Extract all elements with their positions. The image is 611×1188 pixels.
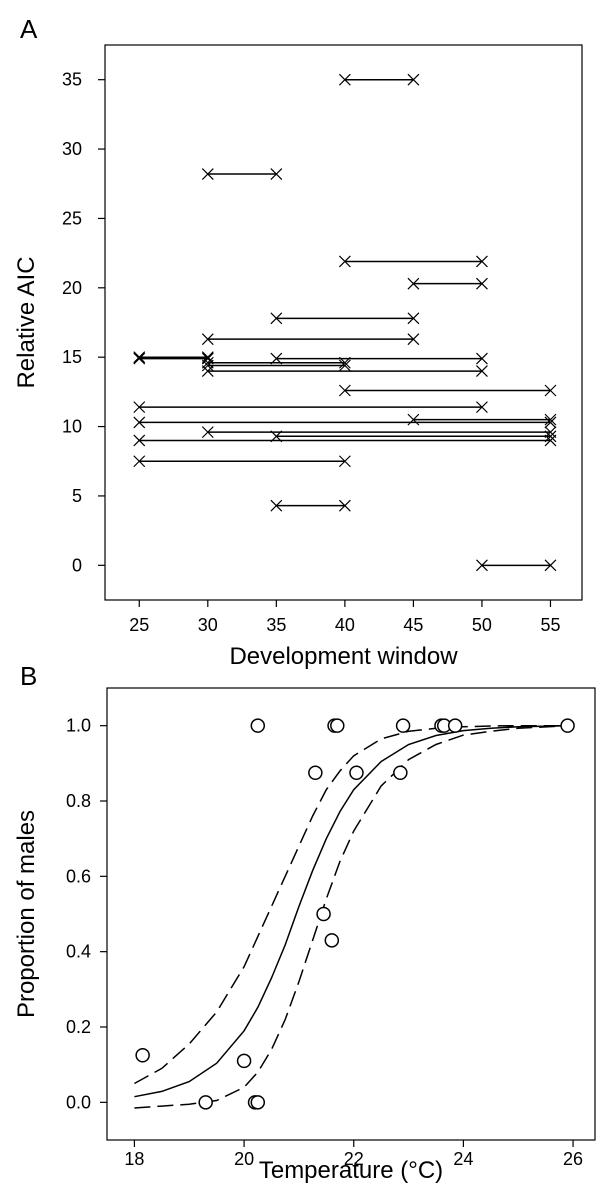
x-tick-label: 40 bbox=[335, 615, 355, 635]
x-axis-title: Temperature (°C) bbox=[259, 1157, 443, 1184]
window-endpoint-marker bbox=[544, 434, 557, 447]
window-endpoint-marker bbox=[338, 255, 351, 268]
x-tick-label: 30 bbox=[198, 615, 218, 635]
data-point bbox=[250, 718, 266, 733]
y-tick-label: 30 bbox=[62, 139, 82, 159]
window-endpoint-marker bbox=[201, 356, 214, 369]
chart-a: 25 30 35 40 45 50 55 0 5 10 15 20 25 30 35 Development … bbox=[13, 44, 583, 670]
plot-frame bbox=[104, 44, 583, 601]
data-point bbox=[135, 1048, 150, 1063]
chart-b: 18 20 22 24 26 0.0 0.2 0.4 0.6 0.8 1.0 Temperature … bbox=[13, 687, 596, 1184]
data-point bbox=[447, 718, 463, 733]
y-tick-label: 15 bbox=[62, 347, 82, 367]
window-endpoint-marker bbox=[476, 352, 488, 365]
window-endpoint-marker bbox=[201, 333, 214, 346]
x-tick-label: 18 bbox=[124, 1149, 144, 1169]
y-axis-title: Proportion of males bbox=[13, 810, 40, 1018]
panel-b-label: B bbox=[20, 661, 37, 691]
data-point bbox=[349, 765, 364, 780]
window-endpoint-marker bbox=[133, 352, 146, 365]
window-endpoint-marker bbox=[338, 384, 351, 397]
window-endpoint-marker bbox=[270, 168, 283, 180]
x-tick-label: 20 bbox=[234, 1149, 254, 1169]
window-endpoint-marker bbox=[544, 559, 557, 572]
y-tick-label: 5 bbox=[72, 486, 82, 506]
window-endpoint-marker bbox=[270, 312, 283, 325]
window-endpoint-marker bbox=[133, 434, 146, 447]
x-tick-label: 25 bbox=[129, 615, 149, 635]
data-point bbox=[330, 718, 345, 733]
x-tick-label: 22 bbox=[344, 1149, 364, 1169]
y-tick-label: 0.2 bbox=[66, 1017, 91, 1037]
y-tick-label: 1.0 bbox=[66, 716, 91, 736]
plot-frame bbox=[106, 687, 596, 1141]
x-tick-label: 26 bbox=[563, 1149, 583, 1169]
window-endpoint-marker bbox=[407, 277, 420, 290]
window-endpoint-marker bbox=[544, 416, 557, 429]
window-endpoint-marker bbox=[338, 359, 351, 372]
y-tick-label: 0.6 bbox=[66, 866, 91, 886]
window-endpoint-marker bbox=[544, 413, 557, 426]
window-endpoint-marker bbox=[133, 351, 146, 364]
window-endpoint-marker bbox=[201, 168, 214, 180]
window-endpoint-marker bbox=[476, 401, 488, 414]
y-tick-label: 20 bbox=[62, 278, 82, 298]
data-point bbox=[308, 765, 323, 780]
window-endpoint-marker bbox=[338, 73, 351, 86]
window-endpoint-marker bbox=[201, 351, 214, 364]
data-point bbox=[316, 906, 331, 922]
window-endpoint-marker bbox=[201, 426, 214, 439]
y-axis-title: Relative AIC bbox=[13, 256, 40, 388]
x-tick-label: 55 bbox=[540, 615, 560, 635]
data-point bbox=[393, 765, 408, 780]
window-endpoint-marker bbox=[407, 333, 420, 346]
y-tick-label: 0.4 bbox=[66, 942, 91, 962]
data-point bbox=[250, 1095, 266, 1110]
window-endpoint-marker bbox=[133, 416, 146, 429]
window-endpoint-marker bbox=[201, 365, 214, 377]
window-endpoint-marker bbox=[133, 455, 146, 468]
x-tick-label: 35 bbox=[266, 615, 286, 635]
window-endpoint-marker bbox=[201, 359, 214, 372]
window-endpoint-marker bbox=[270, 499, 283, 512]
x-tick-label: 24 bbox=[453, 1149, 473, 1169]
data-point bbox=[560, 718, 575, 733]
lower-confidence-curve bbox=[134, 724, 568, 1109]
y-tick-label: 0.0 bbox=[66, 1092, 91, 1112]
window-endpoint-marker bbox=[338, 455, 351, 468]
fitted-curve bbox=[134, 724, 568, 1098]
y-tick-label: 0 bbox=[72, 555, 82, 575]
panel-a-label: A bbox=[20, 14, 38, 44]
data-point bbox=[236, 1053, 252, 1069]
window-endpoint-marker bbox=[476, 559, 488, 572]
data-point bbox=[198, 1095, 213, 1110]
window-endpoint-marker bbox=[133, 401, 146, 414]
window-endpoint-marker bbox=[476, 255, 488, 268]
window-endpoint-marker bbox=[476, 365, 488, 377]
window-endpoint-marker bbox=[407, 413, 420, 426]
window-endpoint-marker bbox=[338, 356, 351, 369]
window-endpoint-marker bbox=[544, 384, 557, 397]
window-endpoint-marker bbox=[407, 73, 420, 86]
y-tick-label: 0.8 bbox=[66, 791, 91, 811]
data-point bbox=[395, 718, 411, 733]
window-endpoint-marker bbox=[338, 499, 351, 512]
upper-confidence-curve bbox=[134, 724, 568, 1085]
window-endpoint-marker bbox=[476, 277, 488, 290]
y-tick-label: 10 bbox=[62, 417, 82, 437]
data-point bbox=[324, 933, 340, 948]
window-endpoint-marker bbox=[407, 312, 420, 325]
x-tick-label: 50 bbox=[472, 615, 492, 635]
x-axis-title: Development window bbox=[229, 643, 458, 670]
y-tick-label: 35 bbox=[62, 70, 82, 90]
y-tick-label: 25 bbox=[62, 208, 82, 228]
x-tick-label: 45 bbox=[403, 615, 423, 635]
